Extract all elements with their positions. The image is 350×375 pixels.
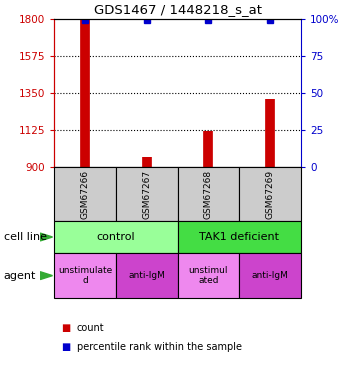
Text: anti-IgM: anti-IgM [128, 271, 165, 280]
Bar [54, 253, 116, 298]
Text: GSM67268: GSM67268 [204, 170, 213, 219]
Bar [177, 167, 239, 221]
Text: count: count [77, 323, 105, 333]
Title: GDS1467 / 1448218_s_at: GDS1467 / 1448218_s_at [94, 3, 262, 16]
Polygon shape [40, 272, 52, 279]
Bar [177, 221, 301, 253]
Bar [54, 221, 177, 253]
Text: unstimul
ated: unstimul ated [189, 266, 228, 285]
Bar [239, 253, 301, 298]
Text: GSM67266: GSM67266 [80, 170, 90, 219]
Bar [116, 167, 177, 221]
Text: cell line: cell line [4, 232, 47, 242]
Text: TAK1 deficient: TAK1 deficient [199, 232, 279, 242]
Text: GSM67269: GSM67269 [266, 170, 275, 219]
Polygon shape [40, 233, 52, 241]
Bar [116, 253, 177, 298]
Text: GSM67267: GSM67267 [142, 170, 151, 219]
Text: percentile rank within the sample: percentile rank within the sample [77, 342, 242, 352]
Text: control: control [97, 232, 135, 242]
Bar [54, 167, 116, 221]
Text: unstimulate
d: unstimulate d [58, 266, 112, 285]
Text: ■: ■ [61, 323, 70, 333]
Text: agent: agent [4, 271, 36, 280]
Bar [177, 253, 239, 298]
Text: ■: ■ [61, 342, 70, 352]
Bar [239, 167, 301, 221]
Text: anti-IgM: anti-IgM [252, 271, 289, 280]
